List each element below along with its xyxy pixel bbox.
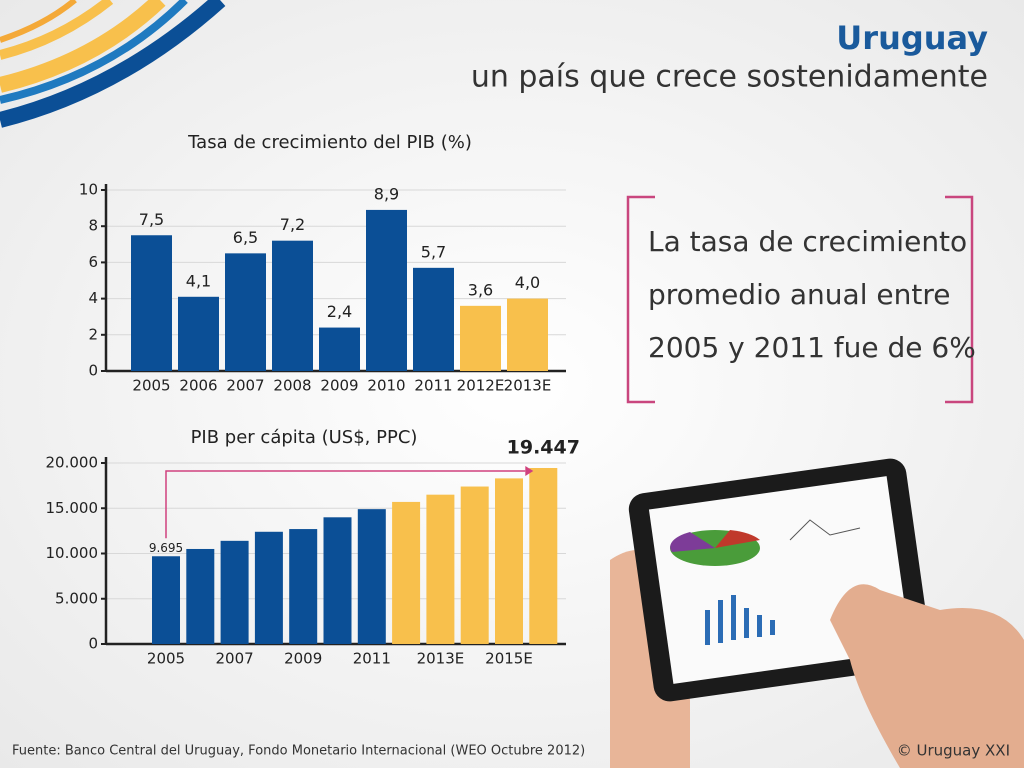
y-tick-label: 10.000 xyxy=(46,544,99,562)
x-tick-label: 2010 xyxy=(367,377,405,395)
callout-line: 2005 y 2011 fue de 6% xyxy=(648,331,976,364)
bar xyxy=(357,509,386,644)
bar xyxy=(495,478,523,644)
callout-line: La tasa de crecimiento xyxy=(648,225,967,258)
x-tick-label: 2009 xyxy=(320,377,358,395)
arrow-head xyxy=(525,466,534,476)
decor-arcs xyxy=(0,0,226,128)
chart-title: PIB per cápita (US$, PPC) xyxy=(191,427,418,448)
bar xyxy=(254,531,283,644)
bar xyxy=(186,548,215,644)
x-tick-label: 2008 xyxy=(273,377,311,395)
y-tick-label: 0 xyxy=(88,362,98,380)
data-label: 2,4 xyxy=(327,302,352,321)
y-tick-label: 20.000 xyxy=(46,454,99,472)
x-tick-label: 2011 xyxy=(353,650,391,668)
x-tick-label: 2007 xyxy=(226,377,264,395)
bar xyxy=(220,540,249,644)
y-tick-label: 10 xyxy=(79,181,98,199)
data-label: 7,2 xyxy=(280,215,305,234)
x-tick-label: 2009 xyxy=(284,650,322,668)
x-tick-label: 2007 xyxy=(216,650,254,668)
growth-arrow xyxy=(165,470,526,539)
bar xyxy=(507,298,548,371)
chart-title: Tasa de crecimiento del PIB (%) xyxy=(187,132,472,153)
bar xyxy=(272,240,313,371)
x-tick-label: 2006 xyxy=(179,377,217,395)
bar xyxy=(366,209,407,371)
data-label: 4,0 xyxy=(515,273,540,292)
bar xyxy=(426,494,455,644)
bar xyxy=(460,305,501,371)
x-tick-label: 2011 xyxy=(414,377,452,395)
y-tick-label: 8 xyxy=(88,217,98,235)
copyright: © Uruguay XXI xyxy=(897,742,1010,760)
header-subtitle: un país que crece sostenidamente xyxy=(471,60,988,95)
bar xyxy=(319,327,360,371)
y-tick-label: 15.000 xyxy=(46,499,99,517)
data-label: 3,6 xyxy=(468,280,493,299)
data-label: 7,5 xyxy=(139,210,164,229)
y-tick-label: 6 xyxy=(88,253,98,271)
bar xyxy=(289,529,318,644)
y-tick-label: 2 xyxy=(88,325,98,343)
data-label: 9.695 xyxy=(149,541,183,555)
data-label: 19.447 xyxy=(507,437,580,459)
x-tick-label: 2015E xyxy=(485,650,533,668)
bar xyxy=(392,501,421,644)
data-label: 4,1 xyxy=(186,271,211,290)
x-tick-label: 2013E xyxy=(417,650,465,668)
y-tick-label: 0 xyxy=(88,635,98,653)
bar xyxy=(152,556,180,644)
data-label: 6,5 xyxy=(233,228,258,247)
source-note: Fuente: Banco Central del Uruguay, Fondo… xyxy=(12,744,585,759)
callout-brackets xyxy=(626,195,974,404)
x-tick-label: 2013E xyxy=(504,377,552,395)
y-tick-label: 5.000 xyxy=(55,589,98,607)
bar xyxy=(413,267,454,371)
bar xyxy=(131,235,172,371)
data-label: 5,7 xyxy=(421,242,446,261)
header-title: Uruguay xyxy=(836,19,988,57)
bar xyxy=(529,468,558,644)
bar xyxy=(460,486,489,644)
x-tick-label: 2005 xyxy=(147,650,185,668)
tablet-illustration xyxy=(610,458,1024,768)
callout-line: promedio anual entre xyxy=(648,278,950,311)
bar xyxy=(178,296,219,371)
y-tick-label: 4 xyxy=(88,289,98,307)
data-label: 8,9 xyxy=(374,184,399,203)
x-tick-label: 2005 xyxy=(132,377,170,395)
bar xyxy=(225,253,266,371)
x-tick-label: 2012E xyxy=(457,377,505,395)
bar xyxy=(323,517,352,644)
